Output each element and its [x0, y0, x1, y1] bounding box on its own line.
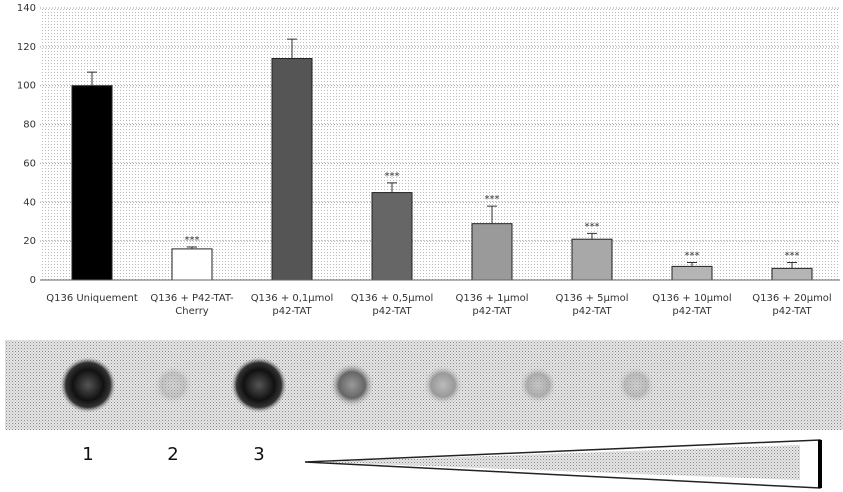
lane-label: 3 [253, 444, 264, 465]
significance-label: *** [585, 221, 600, 232]
lane-label: 1 [82, 444, 93, 465]
bar [672, 266, 712, 280]
y-tick-label: 0 [30, 275, 36, 286]
y-tick-label: 60 [23, 158, 36, 169]
y-tick-label: 20 [23, 236, 36, 247]
blot-spot [617, 366, 655, 404]
blot-spot [519, 366, 557, 404]
bar [472, 224, 512, 280]
significance-label: *** [685, 251, 700, 262]
x-tick-label: Q136 + 1µmol p42-TAT [444, 292, 540, 318]
chart: 0 20 40 60 80 100 120 140 *** *** *** *** *** *** 1 2 3 [0, 0, 843, 492]
lane-label: 2 [167, 444, 178, 465]
blot-spot [231, 357, 287, 413]
x-tick-label: Q136 + 0,5µmol p42-TAT [344, 292, 440, 318]
blot-spot [153, 365, 193, 405]
y-tick-label: 80 [23, 120, 36, 131]
x-tick-label: Q136 + 20µmol p42-TAT [744, 292, 840, 318]
blot-spot [60, 357, 116, 413]
plot-area [40, 8, 840, 280]
bar [772, 268, 812, 280]
significance-label: *** [785, 251, 800, 262]
bar [72, 86, 112, 280]
y-tick-label: 100 [17, 81, 36, 92]
y-tick-label: 140 [17, 3, 36, 14]
y-tick-label: 40 [23, 197, 36, 208]
x-tick-label: Q136 + P42-TAT-Cherry [144, 292, 240, 318]
bar [572, 239, 612, 280]
bar [372, 193, 412, 280]
x-tick-label: Q136 + 10µmol p42-TAT [644, 292, 740, 318]
wedge [305, 440, 820, 488]
significance-label: *** [185, 235, 200, 246]
x-tick-label: Q136 + 0,1µmol p42-TAT [244, 292, 340, 318]
significance-label: *** [485, 194, 500, 205]
bar [172, 249, 212, 280]
y-tick-label: 120 [17, 42, 36, 53]
x-tick-label: Q136 Uniquement [44, 292, 140, 305]
page: 020406080100120140******************123 … [0, 0, 843, 492]
significance-label: *** [385, 171, 400, 182]
blot-spot [423, 365, 463, 405]
blot [5, 340, 843, 430]
blot-spot [330, 363, 374, 407]
bar [272, 59, 312, 280]
x-tick-label: Q136 + 5µmol p42-TAT [544, 292, 640, 318]
